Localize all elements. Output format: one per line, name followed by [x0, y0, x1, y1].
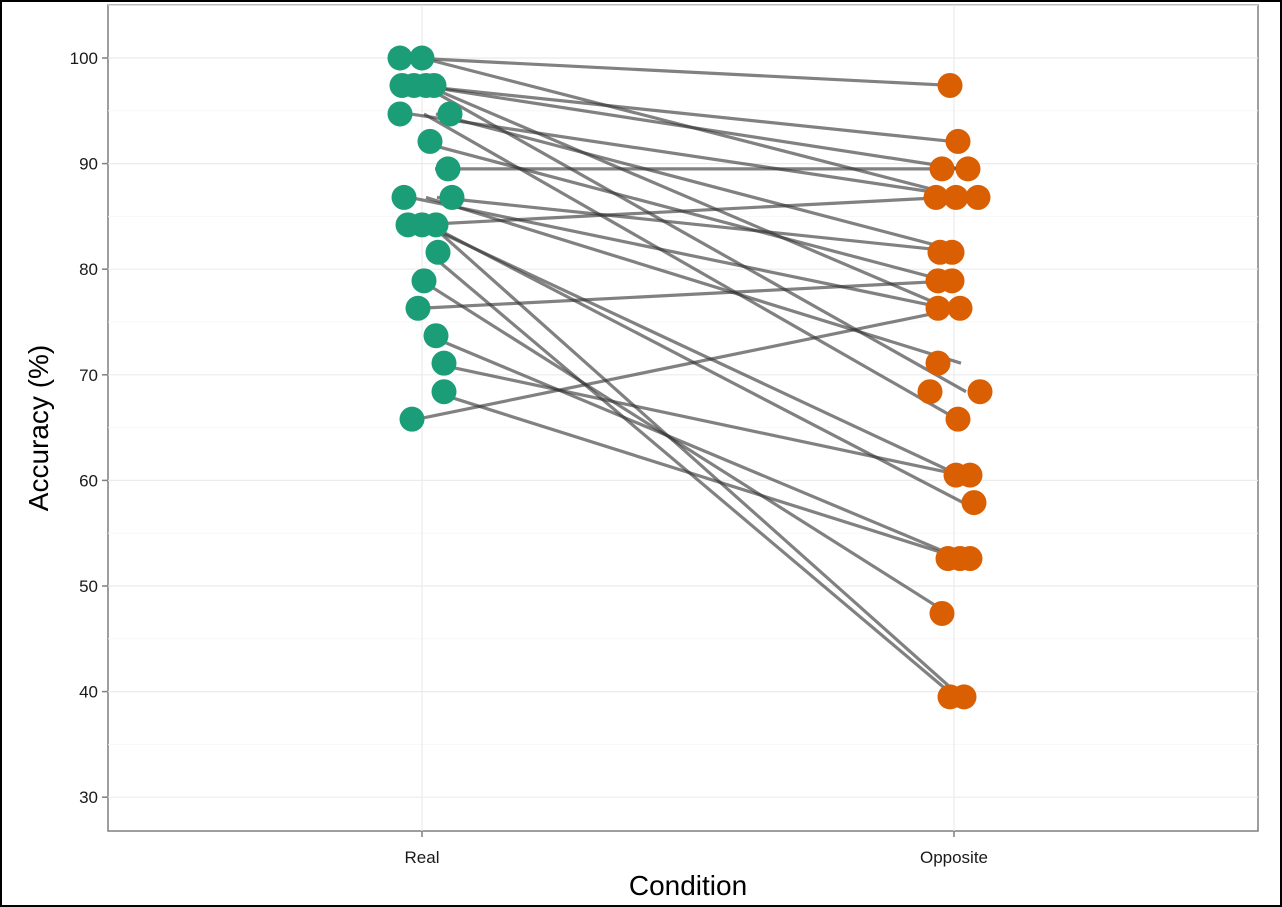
real-point — [387, 45, 413, 71]
opposite-point — [951, 684, 977, 710]
plot-panel — [107, 4, 1259, 832]
opposite-point — [917, 379, 943, 405]
opposite-point — [925, 350, 951, 376]
y-tick-label: 60 — [79, 471, 98, 490]
real-point — [411, 268, 437, 294]
opposite-point — [939, 268, 965, 294]
pair-line — [422, 84, 967, 394]
opposite-point — [939, 239, 965, 265]
real-point — [435, 156, 461, 182]
opposite-point — [961, 490, 987, 516]
real-point — [431, 379, 457, 405]
pair-lines — [409, 56, 970, 699]
opposite-point — [945, 406, 971, 432]
pair-line — [436, 195, 964, 254]
pair-line — [421, 279, 949, 615]
opposite-point — [925, 295, 951, 321]
y-tick-label: 70 — [79, 366, 98, 385]
pair-line — [435, 112, 964, 254]
real-point — [417, 128, 443, 154]
opposite-point — [945, 128, 971, 154]
opposite-point — [947, 295, 973, 321]
opposite-point — [957, 546, 983, 572]
pair-line — [431, 361, 962, 477]
opposite-point — [955, 156, 981, 182]
pair-line — [425, 195, 962, 365]
opposite-point — [943, 184, 969, 210]
pair-line — [432, 390, 962, 561]
pair-line — [418, 83, 962, 171]
opposite-point — [923, 184, 949, 210]
opposite-point — [929, 156, 955, 182]
real-point — [431, 350, 457, 376]
x-tick-label: Opposite — [920, 848, 988, 867]
x-axis-title: Condition — [629, 870, 747, 901]
real-point — [423, 212, 449, 238]
pair-line — [425, 83, 949, 310]
axes: 30 40 50 60 70 80 90 100 Real Opposite — [70, 49, 988, 867]
real-point — [387, 101, 413, 127]
real-point — [421, 72, 447, 98]
pair-line — [414, 83, 953, 144]
y-tick-label: 40 — [79, 683, 98, 702]
data-points — [387, 45, 993, 710]
opposite-point — [937, 72, 963, 98]
y-tick-label: 100 — [70, 49, 98, 68]
real-point — [437, 101, 463, 127]
y-tick-label: 90 — [79, 155, 98, 174]
real-point — [425, 239, 451, 265]
real-point — [405, 295, 431, 321]
real-point — [399, 406, 425, 432]
y-axis-title: Accuracy (%) — [23, 345, 54, 511]
opposite-point — [965, 184, 991, 210]
pair-line — [409, 195, 947, 310]
pair-line — [409, 112, 970, 199]
y-tick-label: 30 — [79, 788, 98, 807]
pair-line — [423, 223, 960, 477]
pair-line — [416, 306, 960, 421]
real-point — [423, 323, 449, 349]
y-tick-label: 80 — [79, 260, 98, 279]
pair-line — [428, 334, 962, 561]
pair-line — [410, 56, 953, 88]
x-tick-label: Real — [405, 848, 440, 867]
real-point — [439, 184, 465, 210]
pair-line — [416, 195, 948, 227]
real-point — [409, 45, 435, 71]
pair-line — [419, 279, 955, 310]
real-point — [391, 184, 417, 210]
opposite-point — [967, 379, 993, 405]
y-tick-label: 50 — [79, 577, 98, 596]
opposite-point — [929, 600, 955, 626]
opposite-point — [957, 462, 983, 488]
